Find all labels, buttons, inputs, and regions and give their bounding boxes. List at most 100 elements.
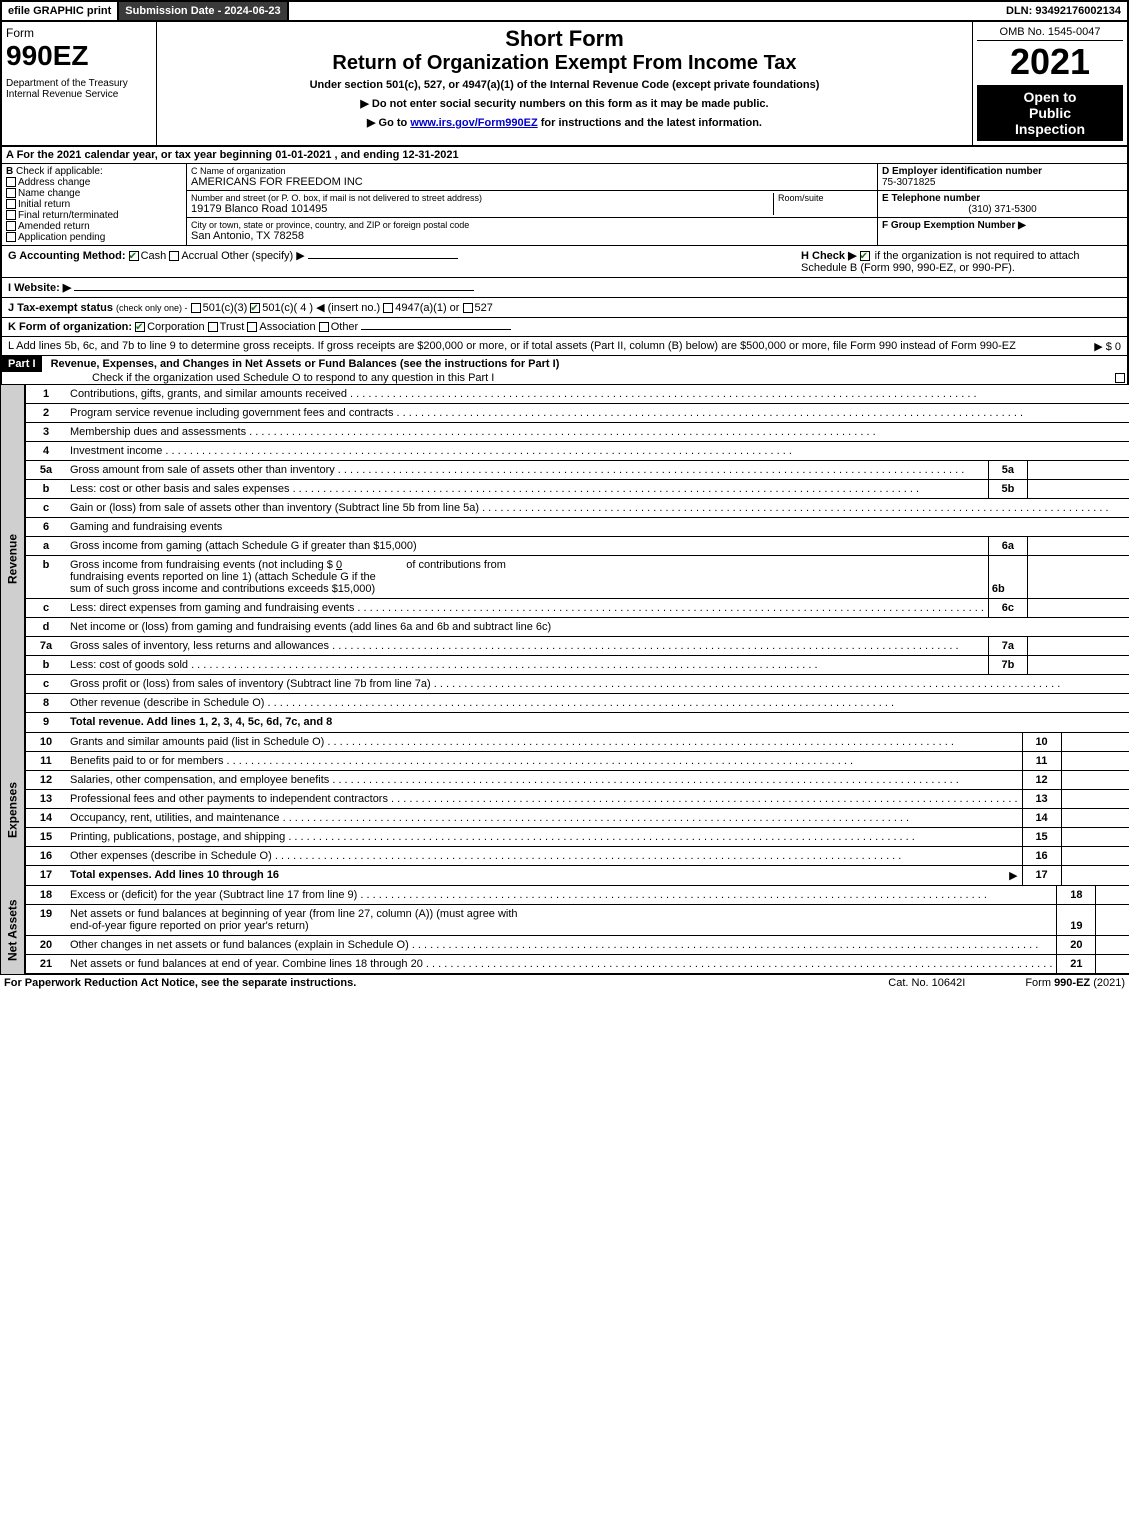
header-left: Form 990EZ Department of the Treasury In… (2, 22, 157, 145)
checkbox-trust[interactable] (208, 322, 218, 332)
checkbox-schedule-o[interactable] (1115, 373, 1125, 383)
street-row: Number and street (or P. O. box, if mail… (187, 191, 877, 218)
group-exemption-row: F Group Exemption Number ▶ (878, 218, 1127, 233)
line-desc-11: Benefits paid to or for members (66, 752, 1022, 770)
line-desc-12: Salaries, other compensation, and employ… (66, 771, 1022, 789)
checkbox-corporation[interactable] (135, 322, 145, 332)
section-gh: G Accounting Method: Cash Accrual Other … (0, 246, 1129, 278)
result-num-13: 13 (1022, 790, 1062, 808)
line-21: 21Net assets or fund balances at end of … (24, 955, 1129, 974)
city-label: City or town, state or province, country… (191, 220, 469, 230)
line-num-2: 2 (26, 404, 66, 422)
result-num-15: 15 (1022, 828, 1062, 846)
line-9: 9Total revenue. Add lines 1, 2, 3, 4, 5c… (24, 713, 1129, 733)
phone-row: E Telephone number (310) 371-5300 (878, 191, 1127, 218)
line-num-6b: b (26, 556, 66, 598)
part-1-header: Part I Revenue, Expenses, and Changes in… (0, 356, 1129, 385)
checkbox-501c[interactable] (250, 303, 260, 313)
checkbox-other-org[interactable] (319, 322, 329, 332)
sub-num-6c: 6c (988, 599, 1028, 617)
top-bar: efile GRAPHIC print Submission Date - 20… (0, 0, 1129, 22)
section-h: H Check ▶ if the organization is not req… (801, 249, 1121, 274)
result-num-10: 10 (1022, 733, 1062, 751)
checkbox-association[interactable] (247, 322, 257, 332)
irs-link[interactable]: www.irs.gov/Form990EZ (410, 117, 537, 129)
section-j-tax-exempt: J Tax-exempt status (check only one) - 5… (0, 298, 1129, 318)
line-desc-20: Other changes in net assets or fund bala… (66, 936, 1056, 954)
dept-treasury: Department of the Treasury (6, 78, 152, 89)
line-2: 2Program service revenue including gover… (24, 404, 1129, 423)
sub-num-6b: 6b (988, 556, 1028, 598)
label-501c3: 501(c)(3) (203, 302, 248, 314)
checkbox-amended-return[interactable] (6, 221, 16, 231)
checkbox-name-change[interactable] (6, 188, 16, 198)
line-desc-6a: Gross income from gaming (attach Schedul… (66, 537, 988, 555)
line-8: 8Other revenue (describe in Schedule O)8… (24, 694, 1129, 713)
line-17: 17Total expenses. Add lines 10 through 1… (24, 866, 1129, 886)
line-desc-5c: Gain or (loss) from sale of assets other… (66, 499, 1129, 517)
label-name-change: Name change (18, 188, 80, 199)
checkbox-501c3[interactable] (191, 303, 201, 313)
footer-paperwork-notice: For Paperwork Reduction Act Notice, see … (4, 977, 356, 989)
b-label: B (6, 166, 13, 177)
line-num-6d: d (26, 618, 66, 636)
checkbox-application-pending[interactable] (6, 232, 16, 242)
result-val-17: 0 (1062, 866, 1129, 885)
checkbox-initial-return[interactable] (6, 199, 16, 209)
street-label: Number and street (or P. O. box, if mail… (191, 193, 773, 203)
tax-year: 2021 (977, 41, 1123, 83)
phone-label: E Telephone number (882, 193, 980, 204)
checkbox-cash[interactable] (129, 251, 139, 261)
result-val-13: 0 (1062, 790, 1129, 808)
net-assets-section: Net Assets 18Excess or (deficit) for the… (0, 886, 1129, 974)
sub-num-7a: 7a (988, 637, 1028, 655)
j-label: J Tax-exempt status (8, 302, 113, 314)
checkbox-accrual[interactable] (169, 251, 179, 261)
label-527: 527 (475, 302, 493, 314)
line-13: 13Professional fees and other payments t… (24, 790, 1129, 809)
line-num-13: 13 (26, 790, 66, 808)
line-14: 14Occupancy, rent, utilities, and mainte… (24, 809, 1129, 828)
open-line2: Public (981, 105, 1119, 121)
line-12: 12Salaries, other compensation, and empl… (24, 771, 1129, 790)
line-20: 20Other changes in net assets or fund ba… (24, 936, 1129, 955)
line-18: 18Excess or (deficit) for the year (Subt… (24, 886, 1129, 905)
line-num-18: 18 (26, 886, 66, 904)
line-num-4: 4 (26, 442, 66, 460)
checkbox-schedule-b[interactable] (860, 251, 870, 261)
line-10: 10Grants and similar amounts paid (list … (24, 733, 1129, 752)
line-desc-7b: Less: cost of goods sold (66, 656, 988, 674)
result-val-15: 0 (1062, 828, 1129, 846)
line-num-16: 16 (26, 847, 66, 865)
street-address: 19179 Blanco Road 101495 (191, 203, 773, 215)
label-501c: 501(c)( 4 ) ◀ (insert no.) (262, 302, 380, 314)
line-6c: cLess: direct expenses from gaming and f… (24, 599, 1129, 618)
label-trust: Trust (220, 321, 245, 333)
line-num-7c: c (26, 675, 66, 693)
checkbox-address-change[interactable] (6, 177, 16, 187)
line-num-11: 11 (26, 752, 66, 770)
line-num-19: 19 (26, 905, 66, 935)
line-num-6c: c (26, 599, 66, 617)
checkbox-4947[interactable] (383, 303, 393, 313)
line-desc-6d: Net income or (loss) from gaming and fun… (66, 618, 1129, 636)
line-num-14: 14 (26, 809, 66, 827)
footer-cat-no: Cat. No. 10642I (888, 977, 965, 989)
part-1-label: Part I (2, 356, 42, 372)
line-7b: bLess: cost of goods sold7b0 (24, 656, 1129, 675)
line-desc-18: Excess or (deficit) for the year (Subtra… (66, 886, 1056, 904)
line-num-6a: a (26, 537, 66, 555)
page-footer: For Paperwork Reduction Act Notice, see … (0, 974, 1129, 991)
line-6b: bGross income from fundraising events (n… (24, 556, 1129, 599)
dln: DLN: 93492176002134 (1000, 2, 1127, 20)
label-amended-return: Amended return (18, 221, 90, 232)
result-num-20: 20 (1056, 936, 1096, 954)
result-val-18: 0 (1096, 886, 1129, 904)
line-num-21: 21 (26, 955, 66, 973)
ein-value: 75-3071825 (882, 177, 935, 188)
checkbox-527[interactable] (463, 303, 473, 313)
line-3: 3Membership dues and assessments30 (24, 423, 1129, 442)
efile-print-button[interactable]: efile GRAPHIC print (2, 2, 119, 20)
checkbox-final-return[interactable] (6, 210, 16, 220)
line-num-5a: 5a (26, 461, 66, 479)
